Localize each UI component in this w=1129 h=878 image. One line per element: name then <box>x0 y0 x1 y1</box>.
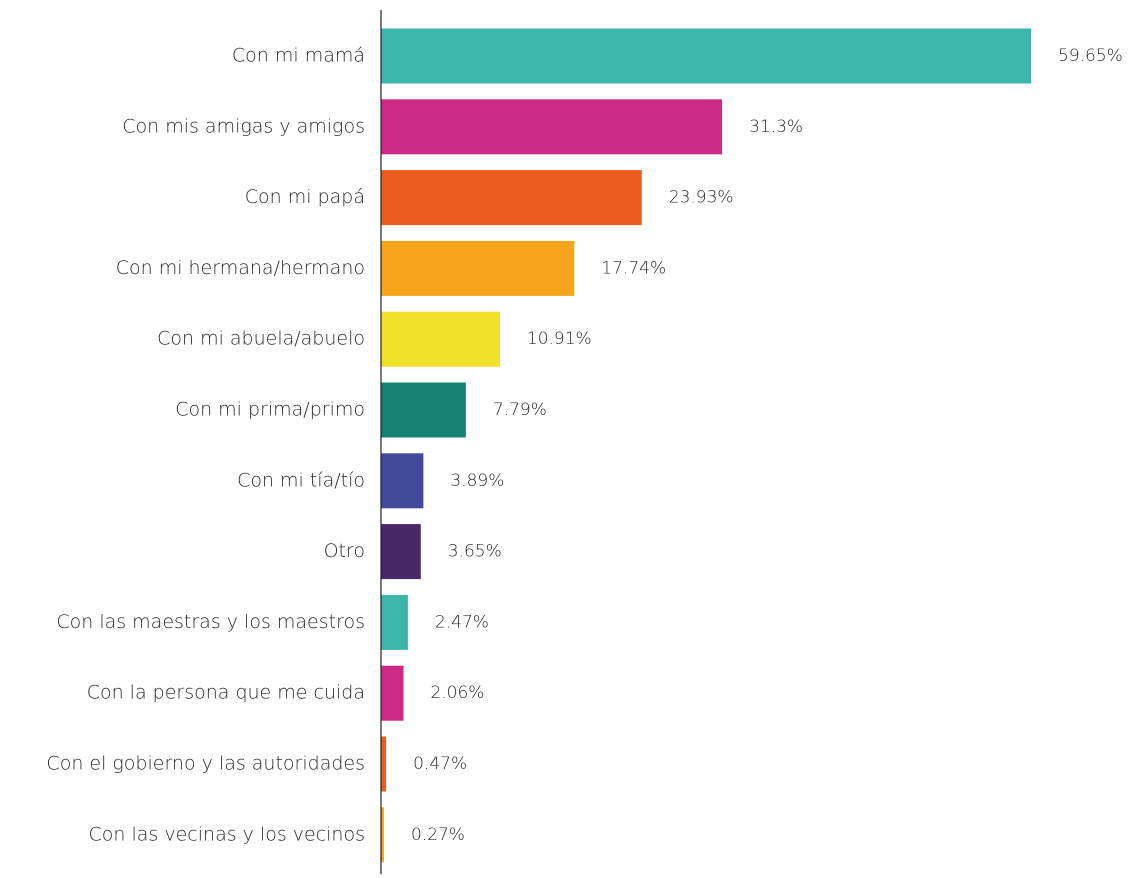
bar-5 <box>381 382 466 438</box>
bar-8 <box>381 594 408 650</box>
bar-6 <box>381 453 424 509</box>
category-label-10: Con el gobierno y las autoridades <box>46 753 365 775</box>
bar-10 <box>381 736 387 792</box>
category-label-3: Con mi hermana/hermano <box>116 257 365 279</box>
category-label-7: Otro <box>324 540 365 562</box>
value-label-11: 0.27% <box>411 825 465 845</box>
value-label-1: 31.3% <box>749 117 803 137</box>
value-label-9: 2.06% <box>430 683 484 703</box>
bar-11 <box>381 807 384 863</box>
bar-3 <box>381 240 575 296</box>
value-label-3: 17.74% <box>601 258 666 278</box>
bar-9 <box>381 665 404 721</box>
bars-layer: Con mi mamá 59.65% Con mis amigas y amigos… <box>46 28 1123 863</box>
bar-1 <box>381 99 723 155</box>
value-label-7: 3.65% <box>448 542 502 562</box>
bar-2 <box>381 170 642 226</box>
value-label-6: 3.89% <box>450 471 504 491</box>
category-label-8: Con las maestras y los maestros <box>56 611 365 633</box>
bar-4 <box>381 311 500 367</box>
category-label-0: Con mi mamá <box>232 45 365 67</box>
category-label-2: Con mi papá <box>245 186 365 208</box>
category-label-9: Con la persona que me cuida <box>87 682 365 704</box>
bar-0 <box>381 28 1031 84</box>
category-label-5: Con mi prima/primo <box>175 399 365 421</box>
value-label-5: 7.79% <box>493 400 547 420</box>
value-label-10: 0.47% <box>413 754 467 774</box>
category-label-1: Con mis amigas y amigos <box>122 115 365 137</box>
bar-7 <box>381 524 421 580</box>
category-label-6: Con mi tía/tío <box>237 469 365 491</box>
value-label-8: 2.47% <box>435 612 489 632</box>
value-label-4: 10.91% <box>527 329 592 349</box>
category-label-11: Con las vecinas y los vecinos <box>89 823 365 845</box>
category-label-4: Con mi abuela/abuelo <box>157 328 365 350</box>
value-label-2: 23.93% <box>669 188 734 208</box>
value-label-0: 59.65% <box>1058 46 1123 66</box>
